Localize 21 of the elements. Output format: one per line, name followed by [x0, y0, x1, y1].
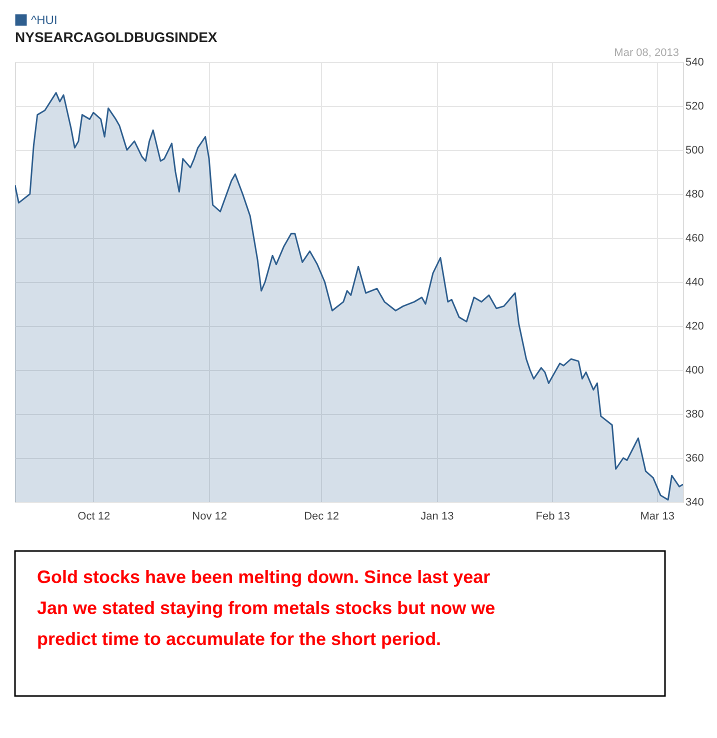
y-tick-label: 440: [686, 276, 704, 288]
y-tick-label: 420: [686, 320, 704, 332]
x-tick-label: Dec 12: [304, 510, 339, 522]
y-tick-label: 480: [686, 188, 704, 200]
y-tick-label: 340: [686, 496, 704, 508]
text: Gold stocks have been melting down. Since last year Jan we stated staying from metals stocks but now we predict time to accumulate for the short period.: [37, 567, 496, 649]
legend-label: ^HUI: [31, 13, 58, 27]
text: Mar 08, 2013: [614, 47, 679, 59]
x-tick-label: Nov 12: [192, 510, 227, 522]
y-tick-label: 540: [686, 56, 704, 68]
x-tick-label: Mar 13: [640, 510, 674, 522]
y-tick-label: 500: [686, 144, 704, 156]
x-tick-label: Jan 13: [420, 510, 454, 522]
y-tick-label: 460: [686, 232, 704, 244]
x-tick-label: Oct 12: [78, 510, 110, 522]
y-tick-label: 360: [686, 452, 704, 464]
x-tick-label: Feb 13: [536, 510, 570, 522]
chart-title: NYSEARCAGOLDBUGSINDEX: [15, 29, 218, 45]
y-tick-label: 520: [686, 100, 704, 112]
y-tick-label: 400: [686, 364, 704, 376]
y-tick-label: 380: [686, 408, 704, 420]
